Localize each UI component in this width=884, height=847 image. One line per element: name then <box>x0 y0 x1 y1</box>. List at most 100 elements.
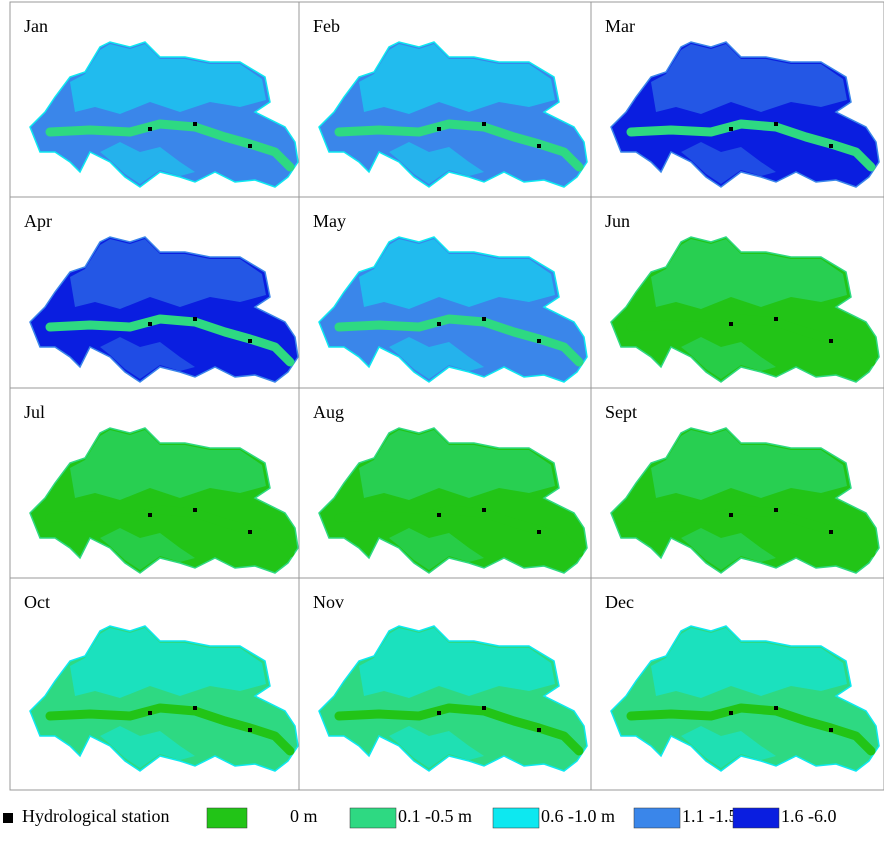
panel-label: Sept <box>605 402 637 422</box>
map-panel: Dec <box>590 577 884 791</box>
legend-swatch <box>492 807 540 829</box>
map-panel: May <box>298 196 592 389</box>
southern-zone <box>389 337 484 379</box>
legend-swatch <box>633 807 681 829</box>
hydrological-station <box>829 728 833 732</box>
highland-zone <box>70 628 266 698</box>
panel-label: Jun <box>605 211 630 231</box>
hydrological-station <box>537 530 541 534</box>
hydrological-station <box>774 317 778 321</box>
hydrological-station <box>482 122 486 126</box>
hydrological-station <box>193 317 197 321</box>
hydrological-station <box>437 711 441 715</box>
hydrological-station <box>148 711 152 715</box>
hydrological-station <box>437 513 441 517</box>
southern-zone <box>100 528 195 570</box>
hydrological-station <box>537 339 541 343</box>
hydrological-station <box>148 513 152 517</box>
river-corridor <box>334 505 584 558</box>
hydrological-station <box>729 513 733 517</box>
hydrological-station <box>829 339 833 343</box>
hydrological-station <box>829 530 833 534</box>
southern-zone <box>681 528 776 570</box>
panel-label: May <box>313 211 346 231</box>
southern-zone <box>100 337 195 379</box>
river-corridor <box>626 703 876 756</box>
river-corridor <box>45 703 295 756</box>
southern-zone <box>681 142 776 184</box>
legend-swatch <box>349 807 397 829</box>
hydrological-station <box>729 322 733 326</box>
legend-label: 0.1 -0.5 m <box>398 806 472 826</box>
river-corridor <box>626 119 876 172</box>
hydrological-station <box>774 706 778 710</box>
river-corridor <box>626 505 876 558</box>
hydrological-station <box>482 508 486 512</box>
hydrological-station <box>148 127 152 131</box>
map-panel: Feb <box>298 1 592 198</box>
map-panel: Mar <box>590 1 884 198</box>
river-corridor <box>626 314 876 367</box>
highland-zone <box>651 44 847 114</box>
panel-label: Jan <box>24 16 48 36</box>
highland-zone <box>651 628 847 698</box>
panel-label: Jul <box>24 402 45 422</box>
panel-label: Feb <box>313 16 340 36</box>
legend-label: 0 m <box>290 806 318 826</box>
highland-zone <box>651 239 847 309</box>
hydrological-station <box>248 530 252 534</box>
map-panel: Jun <box>590 196 884 389</box>
panel-label: Apr <box>24 211 52 231</box>
highland-zone <box>70 44 266 114</box>
highland-zone <box>359 239 555 309</box>
panel-label: Mar <box>605 16 635 36</box>
hydrological-station <box>482 706 486 710</box>
map-panel: Oct <box>9 577 300 791</box>
river-corridor <box>45 505 295 558</box>
hydrological-station <box>193 122 197 126</box>
southern-zone <box>100 142 195 184</box>
highland-zone <box>70 430 266 500</box>
highland-zone <box>359 430 555 500</box>
panel-label: Oct <box>24 592 50 612</box>
hydrological-station <box>437 127 441 131</box>
river-corridor <box>334 314 584 367</box>
southern-zone <box>100 726 195 768</box>
map-panel: Apr <box>9 196 300 389</box>
map-panel: Jul <box>9 387 300 579</box>
hydrological-station <box>193 508 197 512</box>
southern-zone <box>681 337 776 379</box>
legend-station-marker <box>3 813 13 823</box>
legend-label: 1.6 -6.0 <box>781 806 837 826</box>
hydrological-station <box>774 122 778 126</box>
map-panel: Nov <box>298 577 592 791</box>
hydrological-station <box>193 706 197 710</box>
highland-zone <box>359 628 555 698</box>
river-corridor <box>45 314 295 367</box>
hydrological-station <box>482 317 486 321</box>
southern-zone <box>389 142 484 184</box>
river-corridor <box>45 119 295 172</box>
hydrological-station <box>729 711 733 715</box>
legend-swatch <box>732 807 780 829</box>
hydrological-station <box>248 144 252 148</box>
hydrological-station <box>148 322 152 326</box>
river-corridor <box>334 703 584 756</box>
hydrological-station <box>774 508 778 512</box>
highland-zone <box>70 239 266 309</box>
panel-label: Dec <box>605 592 634 612</box>
hydrological-station <box>537 728 541 732</box>
map-panel: Sept <box>590 387 884 579</box>
river-corridor <box>334 119 584 172</box>
map-panel: Aug <box>298 387 592 579</box>
hydrological-station <box>537 144 541 148</box>
highland-zone <box>651 430 847 500</box>
hydrological-station <box>248 728 252 732</box>
legend: Hydrological station 0 m 0.1 -0.5 m 0.6 -1.… <box>3 806 837 829</box>
hydrological-station <box>729 127 733 131</box>
hydrological-station <box>437 322 441 326</box>
panel-label: Aug <box>313 402 344 422</box>
southern-zone <box>681 726 776 768</box>
map-panel: Jan <box>9 1 300 198</box>
